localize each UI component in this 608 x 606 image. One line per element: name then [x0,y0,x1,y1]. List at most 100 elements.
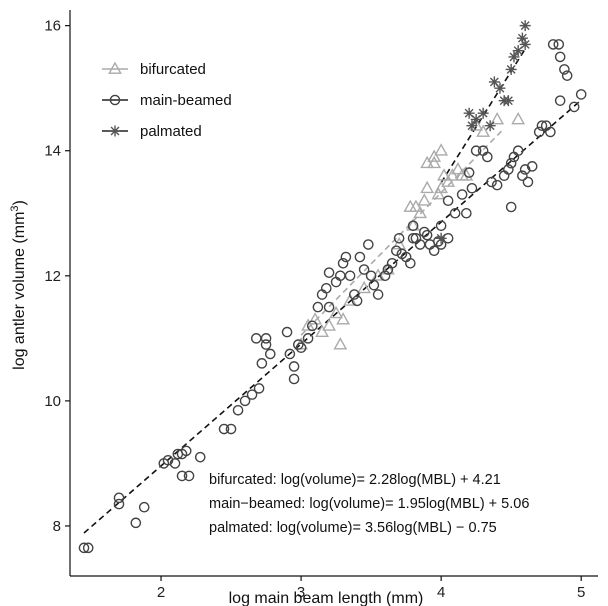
data-point [349,289,360,300]
y-tick-label: 16 [44,18,61,35]
data-point [78,542,90,554]
data-point [288,373,300,385]
data-point [333,337,348,350]
data-point [505,63,517,75]
data-point [441,174,456,187]
data-point [434,180,449,194]
data-point [169,458,181,469]
axes: 2 3 4 5 8 10 12 14 16 log main beam length (mm) lo… [9,10,598,606]
data-point [323,267,335,278]
data-points [78,20,587,554]
data-point [502,95,514,107]
data-point [372,289,384,300]
data-point [281,326,293,338]
data-point [358,264,370,275]
data-point [519,38,531,50]
data-point [420,180,435,194]
data-point [320,283,332,294]
data-point [172,448,184,460]
data-point [427,149,442,162]
data-point [512,45,524,57]
data-point [511,112,526,125]
data-point [113,498,125,510]
data-point [392,237,407,250]
data-point [517,170,528,182]
data-point [433,236,444,247]
legend-label: palmated [140,123,202,140]
data-point [484,120,496,132]
data-point [391,245,402,257]
data-point [315,324,329,337]
data-point [405,257,416,269]
data-point [176,470,188,482]
data-point [336,312,350,325]
data-point [421,229,433,241]
data-point [554,95,566,106]
data-point [232,404,244,416]
data-point [329,305,343,319]
data-point [225,423,237,435]
data-point [553,39,565,50]
data-point [130,517,142,529]
data-point [470,113,482,125]
data-point [260,339,272,350]
x-tick-label: 3 [297,584,305,601]
equation-text: palmated: log(volume)= 3.56log(MBL) − 0.… [209,520,497,536]
data-point [393,232,405,244]
data-point [312,301,324,313]
data-point [194,451,206,463]
x-tick-label: 5 [577,584,585,601]
data-point [561,70,573,81]
data-point [246,389,258,400]
data-point [466,120,478,132]
data-point [365,270,377,282]
data-point [456,189,468,200]
y-tick-label: 14 [44,143,61,160]
data-point [264,348,276,360]
data-point [526,161,538,172]
data-point [407,232,419,244]
legend: bifurcated main-beamed palmated [102,61,232,140]
data-point [463,107,475,119]
data-point [351,295,363,307]
equation-text: main−beamed: log(volume)= 1.95log(MBL) +… [209,496,529,512]
data-point [512,145,524,157]
equation-text: bifurcated: log(volume)= 2.28log(MBL) + … [209,472,501,488]
legend-item-main-beamed: main-beamed [102,92,232,109]
data-point [413,205,428,219]
data-point [284,348,296,360]
data-point [476,124,491,137]
data-point [470,145,482,157]
data-point [340,251,352,263]
data-point [459,168,474,181]
data-point [519,20,531,32]
legend-label: bifurcated [140,61,206,78]
data-point [344,270,356,282]
data-point [138,501,150,513]
data-point [575,89,587,100]
data-point [488,76,500,88]
data-point [445,168,460,181]
data-point [337,257,349,269]
data-point [522,176,534,188]
x-axis-title: log main beam length (mm) [229,590,424,606]
data-point [409,199,423,212]
data-point [451,162,465,175]
data-point [292,339,304,350]
data-point [434,143,449,156]
data-point [519,164,531,175]
data-point [308,312,322,325]
data-point [431,187,446,200]
x-tick-label: 2 [157,584,165,601]
data-point [461,207,472,219]
y-tick-label: 8 [53,518,61,535]
data-point [559,64,570,75]
data-point [288,361,300,372]
y-axis-title: log antler volume (mm3) [9,200,28,370]
data-point [466,182,478,194]
data-point [505,157,517,169]
data-point [306,320,318,332]
legend-marker [109,125,121,137]
